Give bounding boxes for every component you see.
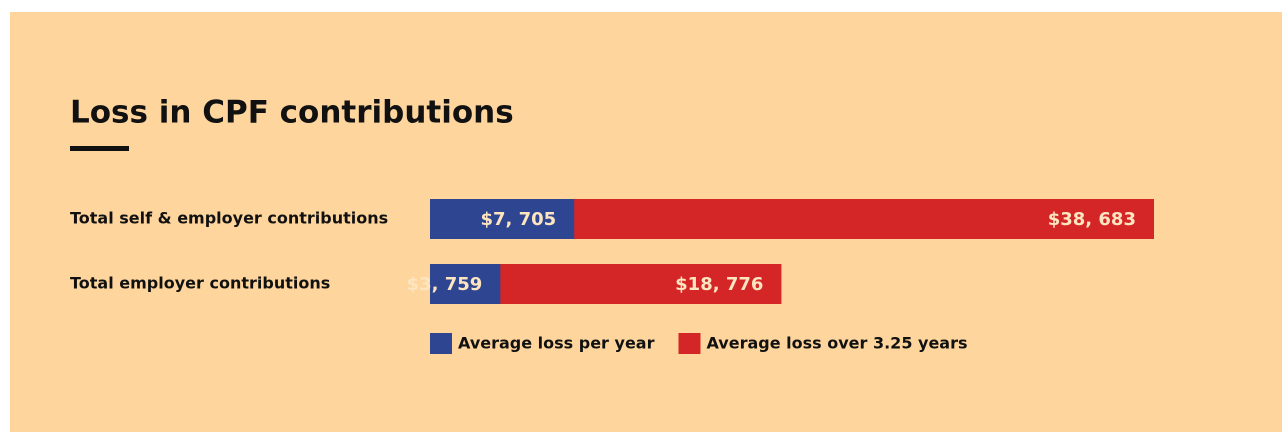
bar [430, 264, 501, 304]
legend-label: Average loss over 3.25 years [706, 334, 967, 353]
category-label: Total employer contributions [70, 274, 330, 293]
bar [430, 199, 575, 239]
legend-swatch [678, 333, 701, 354]
category-label: Total self & employer contributions [70, 209, 388, 228]
chart-title: Loss in CPF contributions [70, 95, 514, 131]
value-label: $3, 759 [407, 274, 483, 295]
value-label: $7, 705 [480, 209, 556, 230]
value-label: $38, 683 [1048, 209, 1136, 230]
title-underline [70, 146, 129, 151]
legend-label: Average loss per year [458, 334, 655, 353]
legend-swatch [430, 333, 452, 354]
value-label: $18, 776 [675, 274, 763, 295]
